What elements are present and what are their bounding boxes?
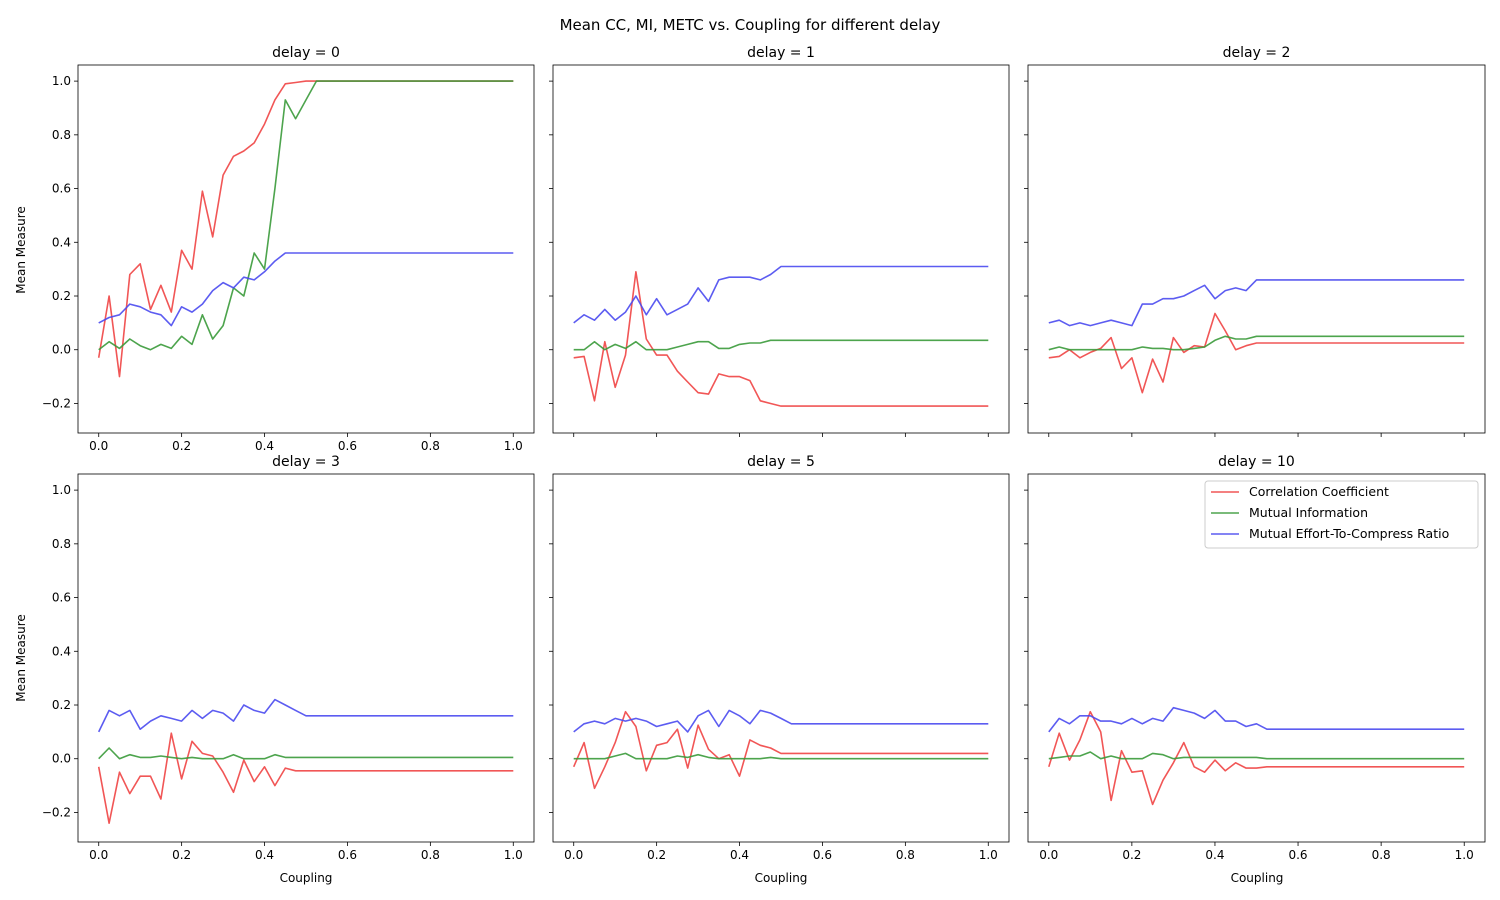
xlabel-left: Coupling — [280, 871, 333, 885]
x-tick-label: 0.4 — [255, 439, 274, 453]
series-line-mutual-effort-to-compress-ratio — [97, 698, 514, 733]
series-line-correlation-coefficient — [573, 270, 989, 407]
series-line-correlation-coefficient — [97, 732, 514, 825]
y-tick-label: 0.4 — [52, 644, 71, 658]
y-tick-label: 0.8 — [52, 128, 71, 142]
axes-frame — [1027, 64, 1486, 434]
y-tick-label: 0.2 — [52, 289, 71, 303]
x-tick-label: 0.2 — [1122, 848, 1141, 862]
series-line-mutual-information — [573, 339, 989, 351]
series-line-mutual-information — [98, 747, 514, 760]
subplot-title: delay = 2 — [1223, 45, 1291, 61]
series-line-mutual-effort-to-compress-ratio — [1048, 279, 1465, 327]
series-line-mutual-effort-to-compress-ratio — [573, 265, 989, 324]
y-tick-label: −0.2 — [42, 805, 71, 819]
x-tick-label: 0.4 — [255, 848, 274, 862]
y-tick-label: 1.0 — [52, 483, 71, 497]
xlabel-middle: Coupling — [755, 871, 808, 885]
y-tick-label: 0.4 — [52, 235, 71, 249]
x-tick-label: 1.0 — [1455, 848, 1474, 862]
x-tick-label: 0.2 — [172, 848, 191, 862]
y-tick-label: 0.6 — [52, 591, 71, 605]
legend-label-mutual-information: Mutual Information — [1249, 505, 1368, 520]
subplot-delay-10: delay = 10 0.0 0.2 0.4 0.6 0.8 1.0 — [1024, 454, 1486, 862]
legend: Correlation Coefficient Mutual Informatio… — [1204, 480, 1479, 549]
y-tick-label: 0.8 — [52, 537, 71, 551]
x-tick-label: 0.2 — [647, 848, 666, 862]
axes-frame — [1027, 473, 1486, 843]
series-line-correlation-coefficient — [1048, 710, 1465, 806]
x-tick-label: 0.0 — [564, 848, 583, 862]
series-line-correlation-coefficient — [572, 710, 989, 790]
x-tick-label: 0.6 — [1288, 848, 1307, 862]
legend-label-mutual-effort-to-compress-ratio: Mutual Effort-To-Compress Ratio — [1249, 526, 1449, 541]
subplot-delay-2: delay = 2 — [1024, 45, 1486, 437]
subplot-delay-1: delay = 1 — [549, 45, 1010, 437]
series-line-mutual-information — [573, 752, 989, 760]
x-tick-label: 0.6 — [338, 439, 357, 453]
x-tick-label: 0.8 — [421, 848, 440, 862]
x-tick-label: 0.0 — [1039, 848, 1058, 862]
x-tick-label: 1.0 — [504, 439, 523, 453]
y-tick-label: 0.0 — [52, 343, 71, 357]
x-tick-label: 0.6 — [338, 848, 357, 862]
axes-frame — [552, 473, 1010, 843]
series-line-mutual-information — [98, 80, 514, 351]
y-tick-label: 0.0 — [52, 752, 71, 766]
y-tick-label: −0.2 — [42, 396, 71, 410]
series-line-mutual-information — [1048, 751, 1465, 760]
series-line-correlation-coefficient — [97, 80, 514, 378]
axes-frame — [77, 64, 535, 434]
subplot-title: delay = 1 — [747, 45, 815, 61]
legend-box — [1204, 480, 1479, 549]
x-tick-label: 0.0 — [89, 848, 108, 862]
figure-suptitle: Mean CC, MI, METC vs. Coupling for diffe… — [560, 16, 941, 34]
x-tick-label: 1.0 — [979, 848, 998, 862]
series-line-mutual-effort-to-compress-ratio — [98, 252, 514, 327]
x-tick-label: 0.8 — [1372, 848, 1391, 862]
subplot-title: delay = 10 — [1218, 454, 1295, 470]
series-line-mutual-effort-to-compress-ratio — [1048, 706, 1465, 733]
x-tick-label: 1.0 — [504, 848, 523, 862]
x-tick-label: 0.8 — [421, 439, 440, 453]
y-tick-label: 0.2 — [52, 698, 71, 712]
x-tick-label: 0.0 — [89, 439, 108, 453]
xlabel-right: Coupling — [1231, 871, 1284, 885]
y-tick-label: 1.0 — [52, 74, 71, 88]
axes-frame — [552, 64, 1010, 434]
subplot-delay-0: delay = 0 0.0 0.2 0.4 0.6 0.8 1.0 −0.2 0.0 0.2 0.4… — [42, 45, 535, 453]
subplot-title: delay = 5 — [747, 454, 815, 470]
legend-label-correlation-coefficient: Correlation Coefficient — [1249, 484, 1389, 499]
x-tick-label: 0.6 — [813, 848, 832, 862]
y-tick-label: 0.6 — [52, 182, 71, 196]
x-tick-label: 0.4 — [1205, 848, 1224, 862]
series-line-correlation-coefficient — [1048, 312, 1465, 394]
x-tick-label: 0.8 — [896, 848, 915, 862]
subplots: delay = 0 0.0 0.2 0.4 0.6 0.8 1.0 −0.2 0.0 0.2 0.4… — [42, 45, 1486, 862]
x-tick-label: 0.2 — [172, 439, 191, 453]
series-line-mutual-information — [1048, 335, 1465, 351]
ylabel-bottom: Mean Measure — [14, 614, 28, 702]
subplot-title: delay = 3 — [272, 454, 340, 470]
ylabel-top: Mean Measure — [14, 206, 28, 294]
x-tick-label: 0.4 — [730, 848, 749, 862]
series-line-mutual-effort-to-compress-ratio — [573, 709, 989, 733]
axes-frame — [77, 473, 535, 843]
subplot-title: delay = 0 — [272, 45, 340, 61]
subplot-delay-3: delay = 3 0.0 0.2 0.4 0.6 0.8 1.0 −0.2 0.0 0.2 0.4… — [42, 454, 535, 862]
subplot-delay-5: delay = 5 0.0 0.2 0.4 0.6 0.8 1.0 — [549, 454, 1010, 862]
